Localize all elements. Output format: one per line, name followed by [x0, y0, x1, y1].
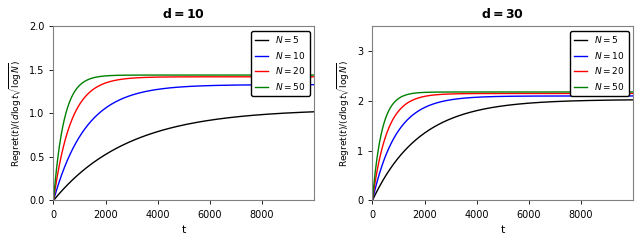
Line: $N = 10$: $N = 10$ [372, 96, 633, 200]
$N = 20$ [488, 92, 496, 95]
$N = 20$ [495, 92, 503, 95]
$N = 50$ [310, 74, 318, 76]
Line: $N = 20$: $N = 20$ [54, 77, 314, 200]
$N = 10$ [177, 86, 184, 89]
$N = 20$ [255, 75, 262, 78]
Line: $N = 5$: $N = 5$ [54, 112, 314, 200]
$N = 50$ [488, 91, 496, 93]
$N = 5$ [63, 184, 70, 187]
$N = 50$ [629, 91, 637, 93]
$N = 5$ [177, 124, 184, 127]
$N = 20$ [50, 199, 58, 202]
$N = 20$ [303, 75, 310, 78]
$N = 10$ [63, 160, 70, 163]
$N = 50$ [495, 91, 503, 93]
$N = 10$ [369, 199, 376, 202]
$N = 5$ [303, 111, 310, 113]
$N = 10$ [629, 95, 637, 98]
$N = 20$ [303, 75, 310, 78]
$N = 5$ [621, 98, 629, 101]
$N = 50$ [303, 74, 310, 76]
$N = 10$ [303, 83, 310, 86]
$N = 10$ [310, 83, 318, 86]
$N = 50$ [369, 199, 376, 202]
$N = 50$ [621, 91, 629, 93]
$N = 5$ [255, 113, 262, 116]
Y-axis label: $\mathrm{Regret}(t) / (d \log t \sqrt{\log N})$: $\mathrm{Regret}(t) / (d \log t \sqrt{\l… [335, 60, 351, 167]
$N = 20$ [382, 135, 390, 137]
$N = 10$ [495, 95, 503, 98]
Legend: $N = 5$, $N = 10$, $N = 20$, $N = 50$: $N = 5$, $N = 10$, $N = 20$, $N = 50$ [570, 31, 628, 96]
$N = 5$ [621, 98, 629, 101]
$N = 10$ [488, 95, 496, 98]
$N = 20$ [177, 76, 184, 78]
$N = 50$ [177, 74, 184, 76]
$N = 10$ [621, 95, 629, 98]
$N = 20$ [621, 92, 629, 95]
Title: $\mathbf{d = 30}$: $\mathbf{d = 30}$ [481, 7, 524, 21]
$N = 20$ [621, 92, 629, 95]
$N = 5$ [382, 174, 390, 177]
Line: $N = 50$: $N = 50$ [372, 92, 633, 200]
$N = 20$ [310, 75, 318, 78]
$N = 20$ [574, 92, 582, 95]
$N = 20$ [629, 92, 637, 95]
$N = 10$ [621, 95, 629, 98]
$N = 50$ [574, 91, 582, 93]
X-axis label: t: t [500, 225, 505, 235]
$N = 50$ [50, 199, 58, 202]
X-axis label: t: t [182, 225, 186, 235]
$N = 5$ [574, 99, 582, 102]
$N = 5$ [495, 105, 503, 108]
$N = 10$ [303, 83, 310, 86]
Title: $\mathbf{d = 10}$: $\mathbf{d = 10}$ [163, 7, 205, 21]
$N = 10$ [255, 83, 262, 86]
$N = 5$ [369, 199, 376, 202]
$N = 5$ [310, 110, 318, 113]
$N = 10$ [170, 86, 177, 89]
$N = 5$ [170, 126, 177, 129]
$N = 10$ [50, 199, 58, 202]
Line: $N = 10$: $N = 10$ [54, 85, 314, 200]
$N = 5$ [303, 111, 310, 113]
$N = 50$ [63, 109, 70, 112]
Y-axis label: $\mathrm{Regret}(t) / (d \log t \sqrt{\log N})$: $\mathrm{Regret}(t) / (d \log t \sqrt{\l… [7, 60, 24, 167]
Line: $N = 5$: $N = 5$ [372, 100, 633, 200]
$N = 20$ [63, 133, 70, 136]
$N = 50$ [303, 74, 310, 76]
$N = 50$ [621, 91, 629, 93]
$N = 5$ [50, 199, 58, 202]
$N = 5$ [488, 106, 496, 109]
$N = 5$ [629, 98, 637, 101]
Line: $N = 50$: $N = 50$ [54, 75, 314, 200]
$N = 10$ [382, 154, 390, 157]
$N = 10$ [574, 95, 582, 98]
$N = 50$ [255, 74, 262, 76]
$N = 20$ [170, 76, 177, 78]
$N = 50$ [170, 74, 177, 76]
Legend: $N = 5$, $N = 10$, $N = 20$, $N = 50$: $N = 5$, $N = 10$, $N = 20$, $N = 50$ [251, 31, 310, 96]
$N = 20$ [369, 199, 376, 202]
Line: $N = 20$: $N = 20$ [372, 93, 633, 200]
$N = 50$ [382, 116, 390, 119]
